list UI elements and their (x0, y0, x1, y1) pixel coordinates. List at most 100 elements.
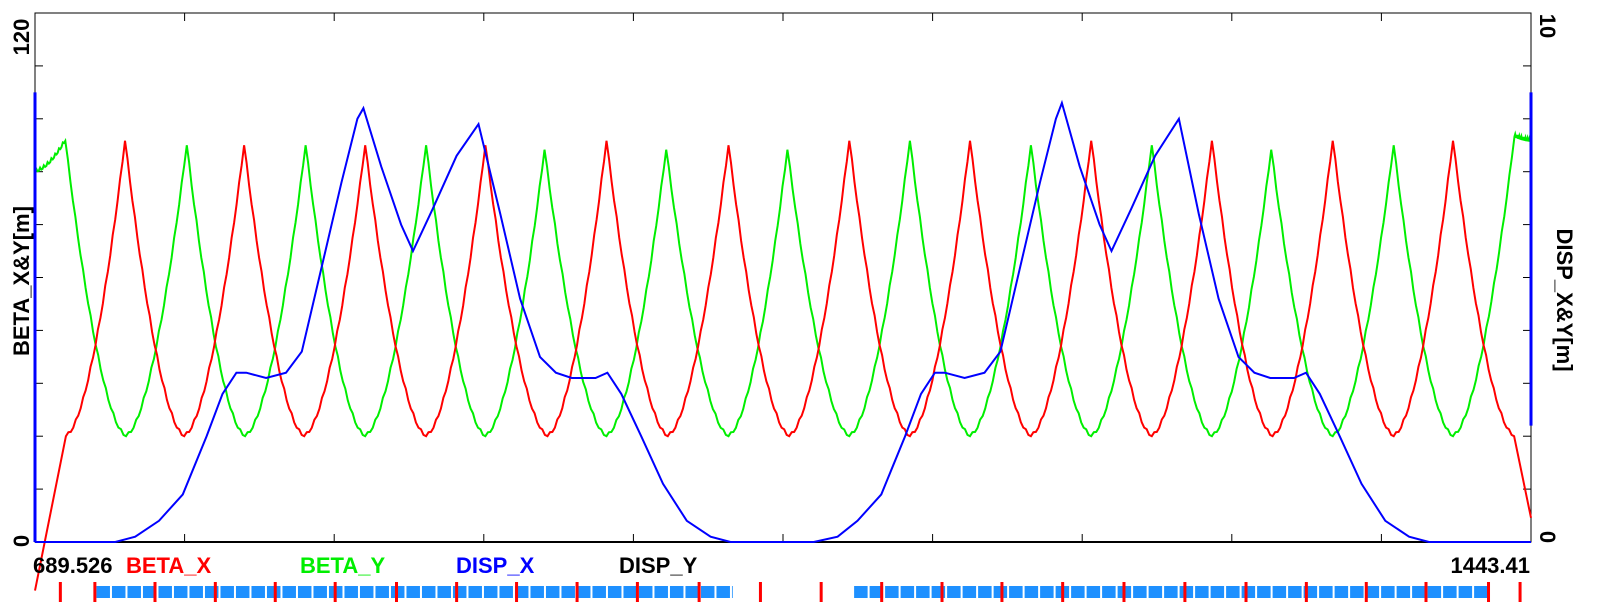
lattice-quad (575, 582, 579, 602)
lattice-bend (1195, 586, 1209, 598)
lattice-bend (514, 586, 529, 598)
lattice-quad (213, 582, 217, 602)
lattice-bend (1288, 586, 1302, 598)
lattice-bend (607, 586, 622, 598)
lattice-bend (1412, 586, 1426, 598)
lattice-quad (333, 582, 337, 602)
lattice-bend (1334, 586, 1349, 598)
plot-frame (34, 12, 1532, 543)
lattice-bend (592, 586, 606, 598)
lattice-quad (1304, 582, 1308, 602)
lattice-bend (962, 586, 977, 598)
right-axis-max-label: 10 (1535, 14, 1560, 38)
lattice-bend (235, 586, 250, 598)
lattice-bend (685, 586, 699, 598)
lattice-quad (273, 582, 277, 602)
lattice-bend (638, 586, 653, 598)
lattice-bend (700, 586, 715, 598)
lattice-bend (731, 586, 733, 598)
lattice-bend (576, 586, 591, 598)
plot-frame-rect (34, 12, 1532, 543)
lattice-quad (940, 582, 944, 602)
lattice-bend (654, 586, 668, 598)
lattice-bend (1148, 586, 1163, 598)
lattice-bend (561, 586, 575, 598)
lattice-quad (1061, 582, 1065, 602)
lattice-bend (669, 586, 684, 598)
lattice-bend (344, 586, 358, 598)
lattice-bend (1272, 586, 1287, 598)
lattice-bend (1086, 586, 1101, 598)
lattice-bend (220, 586, 234, 598)
lattice-quad (1518, 582, 1522, 602)
lattice-quad (153, 582, 157, 602)
lattice-bend (127, 586, 141, 598)
lattice-bend (1474, 586, 1488, 598)
lattice-quad (1244, 582, 1248, 602)
lattice-strip (58, 582, 1522, 602)
lattice-quad (880, 582, 884, 602)
lattice-bend (1024, 586, 1039, 598)
lattice-bend (623, 586, 637, 598)
lattice-quad (1122, 582, 1126, 602)
lattice-bend (406, 586, 420, 598)
lattice-quad (395, 582, 399, 602)
lattice-bend (1319, 586, 1333, 598)
lattice-bend (375, 586, 389, 598)
lattice-quad (819, 582, 823, 602)
lattice-bend (96, 586, 110, 598)
lattice-bend (452, 586, 467, 598)
lattice-bend (885, 586, 899, 598)
lattice-bend (978, 586, 992, 598)
lattice-bend (1257, 586, 1271, 598)
right-axis-min-label: 0 (1535, 531, 1560, 543)
lattice-bend (993, 586, 1008, 598)
lattice-bend (297, 586, 312, 598)
lattice-bend (111, 586, 126, 598)
lattice-bend (545, 586, 560, 598)
lattice-bend (158, 586, 172, 598)
lattice-bend (1226, 586, 1240, 598)
lattice-bend (1164, 586, 1178, 598)
x-start-label: 689.526 (33, 553, 113, 578)
lattice-bend (854, 586, 868, 598)
lattice-bend (1241, 586, 1256, 598)
disp-x-line (35, 99, 1531, 543)
lattice-bend (421, 586, 436, 598)
lattice-bend (142, 586, 157, 598)
beta-x-line (34, 140, 1532, 591)
lattice-bend (313, 586, 327, 598)
legend-disp-y: DISP_Y (619, 553, 698, 578)
left-axis-max-label: 120 (9, 19, 34, 56)
lattice-bend (1365, 586, 1380, 598)
lattice-quad (1487, 582, 1491, 602)
lattice-bend (1396, 586, 1411, 598)
lattice-quad (697, 582, 701, 602)
left-axis-min-label: 0 (9, 535, 34, 547)
lattice-bend (1210, 586, 1225, 598)
x-end-label: 1443.41 (1450, 553, 1530, 578)
lattice-bend (1350, 586, 1364, 598)
lattice-bend (1102, 586, 1116, 598)
lattice-quad (1000, 582, 1004, 602)
lattice-bend (189, 586, 203, 598)
lattice-bend (947, 586, 961, 598)
lattice-bend (1133, 586, 1147, 598)
lattice-bend (499, 586, 513, 598)
lattice-bend (1009, 586, 1023, 598)
lattice-quad (635, 582, 639, 602)
beta-y-line (34, 130, 1532, 438)
legend-disp-x: DISP_X (456, 553, 535, 578)
right-axis-label: DISP_X&Y[m] (1552, 228, 1577, 371)
lattice-bend (1427, 586, 1442, 598)
lattice-bend (468, 586, 482, 598)
lattice-bend (251, 586, 265, 598)
lattice-quad (1424, 582, 1428, 602)
lattice-bend (869, 586, 884, 598)
lattice-bend (916, 586, 930, 598)
lattice-bend (437, 586, 451, 598)
lattice-quad (93, 582, 97, 602)
lattice-quad (515, 582, 519, 602)
lattice-bend (282, 586, 296, 598)
